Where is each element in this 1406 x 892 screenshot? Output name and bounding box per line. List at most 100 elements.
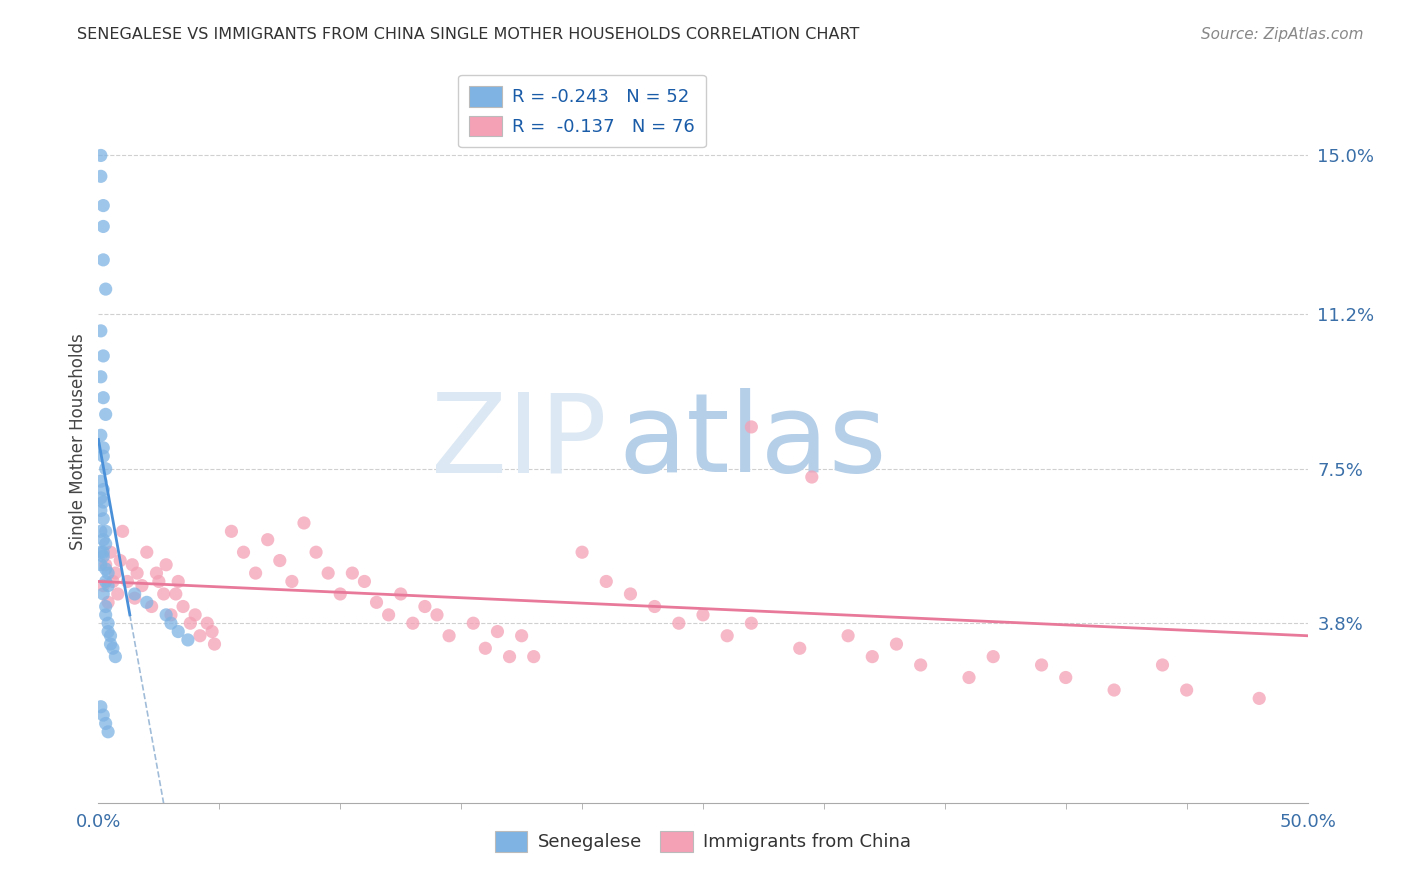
Point	[800, 470, 823, 484]
Point	[135, 545, 157, 559]
Point	[177, 632, 200, 647]
Point	[195, 616, 218, 631]
Point	[91, 441, 114, 455]
Point	[94, 558, 117, 572]
Point	[117, 574, 139, 589]
Point	[957, 671, 980, 685]
Point	[523, 649, 546, 664]
Point	[692, 607, 714, 622]
Point	[463, 616, 485, 631]
Point	[124, 587, 146, 601]
Point	[108, 553, 131, 567]
Point	[910, 657, 932, 672]
Text: Source: ZipAtlas.com: Source: ZipAtlas.com	[1201, 27, 1364, 42]
Point	[245, 566, 267, 580]
Point	[97, 624, 120, 639]
Point	[571, 545, 593, 559]
Point	[127, 566, 149, 580]
Point	[1152, 657, 1174, 672]
Point	[366, 595, 388, 609]
Point	[342, 566, 364, 580]
Point	[97, 724, 120, 739]
Point	[141, 599, 163, 614]
Point	[353, 574, 375, 589]
Point	[91, 587, 114, 601]
Point	[90, 503, 112, 517]
Point	[90, 324, 112, 338]
Point	[152, 587, 174, 601]
Point	[121, 558, 143, 572]
Text: atlas: atlas	[619, 388, 887, 495]
Point	[160, 616, 183, 631]
Point	[94, 461, 117, 475]
Point	[91, 198, 114, 212]
Point	[204, 637, 226, 651]
Point	[155, 558, 177, 572]
Point	[595, 574, 617, 589]
Y-axis label: Single Mother Households: Single Mother Households	[69, 334, 87, 549]
Point	[305, 545, 328, 559]
Point	[94, 562, 117, 576]
Point	[94, 574, 117, 589]
Point	[486, 624, 509, 639]
Point	[377, 607, 399, 622]
Point	[90, 428, 112, 442]
Point	[184, 607, 207, 622]
Point	[94, 716, 117, 731]
Point	[91, 549, 114, 564]
Point	[90, 699, 112, 714]
Point	[886, 637, 908, 651]
Point	[188, 629, 211, 643]
Point	[90, 491, 112, 505]
Point	[644, 599, 666, 614]
Point	[1102, 683, 1125, 698]
Legend: Senegalese, Immigrants from China: Senegalese, Immigrants from China	[488, 823, 918, 859]
Point	[104, 649, 127, 664]
Point	[97, 579, 120, 593]
Point	[91, 349, 114, 363]
Point	[837, 629, 859, 643]
Point	[860, 649, 883, 664]
Point	[101, 641, 124, 656]
Point	[97, 616, 120, 631]
Point	[94, 524, 117, 539]
Point	[201, 624, 224, 639]
Point	[172, 599, 194, 614]
Point	[232, 545, 254, 559]
Point	[510, 629, 533, 643]
Point	[90, 524, 112, 539]
Point	[100, 629, 122, 643]
Point	[413, 599, 436, 614]
Point	[90, 558, 112, 572]
Point	[1249, 691, 1271, 706]
Point	[94, 537, 117, 551]
Point	[619, 587, 641, 601]
Point	[167, 574, 190, 589]
Point	[91, 533, 114, 547]
Point	[135, 595, 157, 609]
Point	[167, 624, 190, 639]
Point	[91, 708, 114, 723]
Point	[100, 637, 122, 651]
Point	[1031, 657, 1053, 672]
Point	[740, 616, 762, 631]
Point	[160, 607, 183, 622]
Point	[716, 629, 738, 643]
Point	[256, 533, 278, 547]
Point	[389, 587, 412, 601]
Point	[90, 369, 112, 384]
Point	[91, 545, 114, 559]
Point	[281, 574, 304, 589]
Point	[91, 512, 114, 526]
Point	[269, 553, 291, 567]
Point	[124, 591, 146, 606]
Point	[100, 545, 122, 559]
Point	[1175, 683, 1198, 698]
Point	[145, 566, 167, 580]
Point	[437, 629, 460, 643]
Point	[91, 579, 114, 593]
Point	[148, 574, 170, 589]
Point	[221, 524, 243, 539]
Point	[131, 579, 153, 593]
Point	[91, 449, 114, 463]
